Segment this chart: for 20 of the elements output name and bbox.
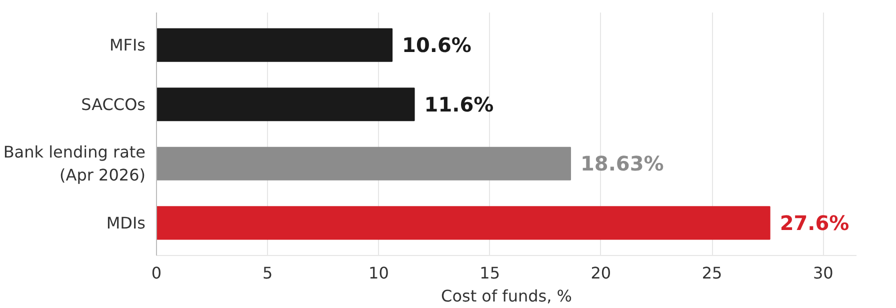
bar — [156, 88, 415, 122]
y-tick-label: MDIs — [106, 213, 146, 232]
x-tick-label: 0 — [151, 264, 162, 282]
data-label: 10.6% — [402, 33, 472, 58]
x-tick-label: 15 — [480, 264, 500, 282]
data-label: 27.6% — [780, 210, 850, 235]
bar — [156, 206, 770, 240]
y-tick-label: Bank lending rate (Apr 2026) — [3, 142, 146, 185]
x-tick-label: 25 — [702, 264, 722, 282]
bar — [156, 146, 571, 180]
data-label: 18.63% — [580, 152, 664, 176]
bar — [156, 28, 393, 62]
x-tick-label: 30 — [812, 264, 834, 282]
y-tick-label: MFIs — [109, 36, 146, 55]
x-axis-title: Cost of funds, % — [441, 286, 572, 306]
x-tick-label: 5 — [262, 264, 273, 282]
data-label: 11.6% — [424, 92, 494, 116]
y-tick-label: SACCOs — [81, 94, 146, 114]
x-tick-label: 10 — [368, 264, 389, 282]
x-tick-label: 20 — [590, 264, 612, 282]
